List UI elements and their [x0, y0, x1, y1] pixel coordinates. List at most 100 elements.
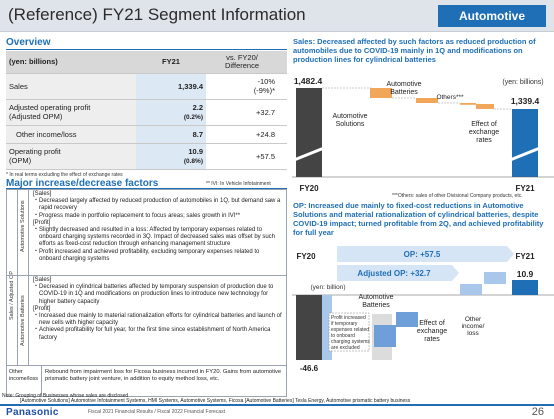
text-line: ・Slightly decreased and resulted in a lo…	[33, 227, 276, 248]
batteries-row: Automotive Batteries [Sales] ・Decreased …	[7, 276, 286, 366]
factors-box: Sales / Adjusted OP Automotive Solutions…	[6, 189, 287, 397]
text-line: [Sales]	[33, 191, 52, 197]
segment-badge: Automotive	[438, 5, 546, 27]
row-diff-value: -10% (-9%)*	[206, 73, 287, 100]
adj-op-diff-label: Adjusted OP: +32.7	[357, 269, 431, 278]
fy20-op-axis-label: FY20	[296, 252, 316, 261]
table-row: Operating profit (OPM) 10.9 (0.8%) +57.5	[6, 143, 287, 170]
exchange-step-bar	[476, 104, 494, 109]
axis-break-mark	[293, 146, 325, 162]
profit-note-line-3: expenses related	[331, 327, 369, 333]
solutions-row: Automotive Solutions [Sales] ・Decreased …	[7, 190, 286, 276]
batteries-op-step-bar-2	[396, 312, 418, 327]
op-exchange-label-3: rates	[424, 336, 440, 343]
row-fy21-value: 8.7	[136, 125, 206, 144]
batteries-label-cell: Automotive Batteries	[18, 276, 29, 365]
text-line: ・Increased due mainly to material ration…	[33, 313, 282, 327]
fy21-op-bar	[512, 280, 538, 295]
row-label: Other income/loss	[6, 125, 136, 144]
row-diff-sub: (-9%)*	[253, 86, 275, 95]
profit-note-line-1: Profit increased	[331, 315, 366, 321]
profit-note-line-4: to onboard	[331, 333, 355, 339]
batteries-label: Automotive Batteries	[20, 295, 26, 346]
batteries-step-bar	[416, 98, 438, 103]
table-row: Sales 1,339.4 -10% (-9%)*	[6, 73, 287, 100]
other-op-step-bar-upper	[484, 272, 506, 284]
op-batteries-label-1: Automotive	[358, 294, 393, 301]
step-label-exchange-2: exchange	[469, 129, 499, 136]
row-label: Operating profit (OPM)	[6, 143, 136, 170]
row-label-sub: (Adjusted OPM)	[9, 112, 63, 121]
factors-heading: Major increase/decrease factors	[6, 178, 159, 189]
row-diff-value: +32.7	[206, 99, 287, 126]
text-line: ・Decreased in cylindrical batteries affe…	[33, 284, 274, 305]
other-label: Other income/loss	[9, 369, 39, 382]
text-line: ・Progress made in portfolio replacement …	[33, 212, 241, 219]
overview-footnote: * In real terms excluding the effect of …	[6, 172, 123, 178]
other-row: Other income/loss Rebound from impairmen…	[7, 366, 286, 396]
sales-chart-title: Sales: Decreased affected by such factor…	[293, 37, 536, 64]
fy21-op-axis-label: FY21	[515, 252, 535, 261]
op-other-label-2: income/	[462, 323, 485, 330]
op-unit-label: (yen: billion)	[310, 284, 345, 291]
slide-header: (Reference) FY21 Segment Information Aut…	[0, 0, 554, 32]
sales-footnote: ***Others: sales of other Divisional Com…	[392, 193, 523, 199]
op-diff-arrow	[337, 246, 514, 262]
other-text: Rebound from impairment loss for Ficosa …	[45, 369, 282, 382]
adj-op-diff-arrow	[337, 265, 459, 281]
row-fy21-sub: (0.2%)	[183, 114, 203, 121]
row-fy21-value: 1,339.4	[136, 73, 206, 100]
slide-title: (Reference) FY21 Segment Information	[8, 5, 306, 24]
overview-heading: Overview	[6, 37, 51, 48]
table-row: Adjusted operating profit (Adjusted OPM) …	[6, 99, 287, 126]
profit-note-line-2: if temporary	[331, 321, 358, 327]
solutions-label: Automotive Solutions	[20, 200, 26, 252]
overview-table: (yen: billions) FY21 vs. FY20/ Differenc…	[6, 51, 287, 170]
row-diff-value: +24.8	[206, 125, 287, 144]
fy20-sales-bar	[296, 88, 322, 177]
text-line: [Profit]	[33, 219, 51, 226]
fy20-sales-axis-label: FY20	[299, 184, 319, 193]
footer-text: Fiscal 2021 Financial Results / Fiscal 2…	[88, 409, 226, 415]
others-step-bar	[460, 103, 476, 105]
page-number: 26	[531, 406, 544, 418]
fy21-sales-bar	[512, 109, 538, 177]
row-label-sub: (OPM)	[9, 156, 32, 165]
op-batteries-label-2: Batteries	[362, 302, 390, 309]
row-fy21-value: 10.9 (0.8%)	[136, 143, 206, 170]
solutions-label-cell: Automotive Solutions	[18, 190, 29, 275]
profit-note-line-5: charging systems	[331, 339, 370, 345]
op-diff-label: OP: +57.5	[404, 250, 441, 259]
col-header-unit: (yen: billions)	[6, 51, 136, 74]
op-small-step-bar	[322, 295, 332, 360]
op-exchange-label-1: Effect of	[419, 320, 445, 327]
overview-underline	[6, 49, 287, 50]
step-label-batteries-1: Automotive	[386, 81, 421, 88]
row-fy21-main: 10.9	[188, 147, 203, 156]
batteries-op-step-bar	[374, 325, 396, 347]
overview-header-row: (yen: billions) FY21 vs. FY20/ Differenc…	[6, 51, 287, 74]
text-line: ・Achieved profitability for full year, f…	[33, 327, 271, 341]
sales-unit-label: (yen: billions)	[502, 79, 543, 86]
other-divider	[41, 366, 42, 396]
sales-waterfall-chart: (yen: billions) 1,482.4 1,339.4 Automoti…	[292, 76, 554, 193]
other-op-step-bar-lower	[460, 284, 482, 295]
step-label-exchange-3: rates	[476, 137, 492, 144]
axis-break-mark	[509, 146, 541, 162]
profit-note-box	[328, 312, 370, 352]
note-line-2: [Automotive Solutions] Automotive Infota…	[20, 398, 411, 404]
row-fy21-value: 2.2 (0.2%)	[136, 99, 206, 126]
op-exchange-label-2: exchange	[417, 328, 447, 335]
solutions-step-bar	[370, 88, 392, 98]
fy20-sales-value: 1,482.4	[294, 76, 323, 86]
batteries-text: [Sales] ・Decreased in cylindrical batter…	[33, 277, 283, 342]
table-row: Other income/loss 8.7 +24.8	[6, 125, 287, 144]
fy20-op-bar	[296, 295, 322, 360]
fy20-op-value: -46.6	[300, 364, 319, 373]
solutions-text: [Sales] ・Decreased largely affected by r…	[33, 191, 283, 263]
brand-logo: Panasonic	[6, 407, 59, 418]
row-fy21-main: 2.2	[192, 103, 203, 112]
row-label: Adjusted operating profit (Adjusted OPM)	[6, 99, 136, 126]
step-label-exchange-1: Effect of	[471, 121, 497, 128]
profit-note-line-6: are excluded	[331, 345, 360, 351]
